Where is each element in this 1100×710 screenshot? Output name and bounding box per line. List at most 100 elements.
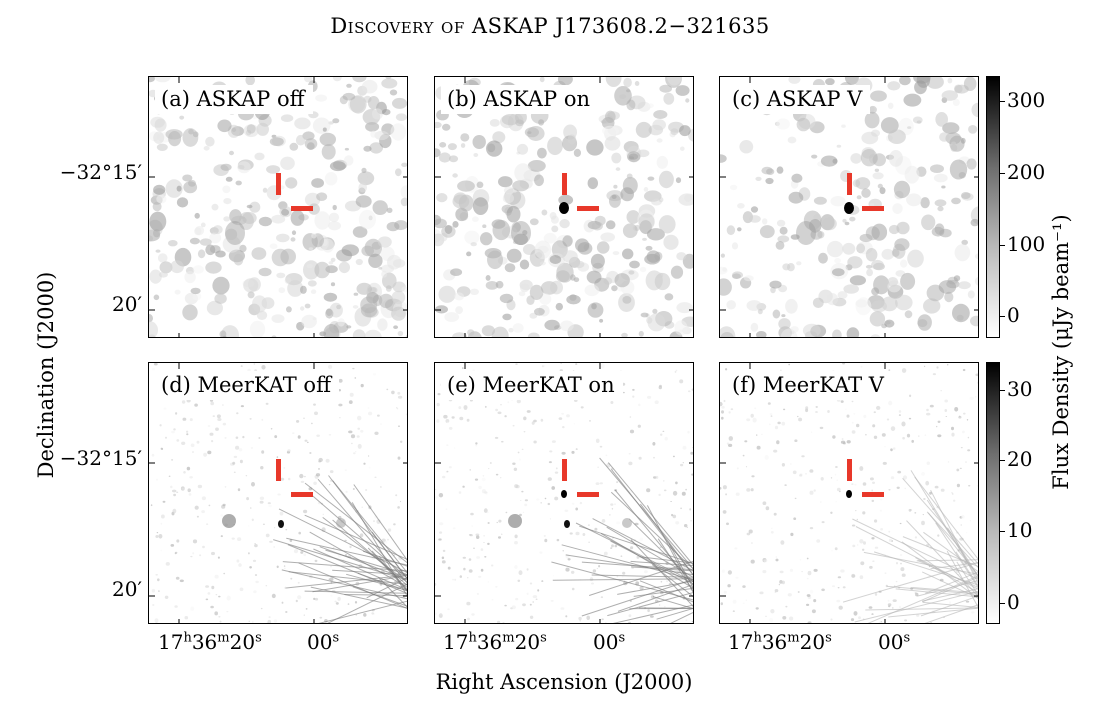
noise-blob — [874, 519, 878, 523]
panel-image — [720, 363, 978, 623]
noise-blob — [303, 509, 308, 514]
noise-blob — [589, 420, 591, 422]
noise-blob — [742, 602, 745, 604]
noise-blob — [587, 302, 604, 318]
noise-blob — [442, 549, 446, 552]
noise-blob — [330, 566, 332, 568]
noise-blob — [276, 272, 286, 279]
noise-blob — [283, 565, 286, 567]
noise-blob — [390, 123, 407, 141]
noise-blob — [445, 471, 447, 473]
noise-blob — [969, 520, 971, 522]
noise-blob — [278, 287, 286, 294]
noise-blob — [851, 430, 856, 434]
noise-blob — [294, 117, 311, 130]
noise-blob — [620, 555, 623, 557]
noise-blob — [731, 271, 744, 279]
noise-blob — [448, 426, 453, 430]
extended-source — [222, 514, 236, 528]
noise-blob — [968, 484, 971, 487]
noise-blob — [261, 365, 266, 370]
noise-blob — [781, 314, 786, 318]
noise-blob — [285, 529, 288, 531]
noise-blob — [438, 493, 444, 498]
noise-blob — [880, 117, 899, 134]
noise-blob — [840, 400, 844, 403]
noise-blob — [251, 247, 267, 260]
noise-blob — [859, 575, 864, 580]
noise-blob — [750, 322, 759, 332]
noise-blob — [947, 363, 949, 366]
sidelobe-streak — [371, 531, 407, 580]
noise-blob — [253, 590, 257, 594]
noise-blob — [517, 579, 521, 582]
noise-blob — [533, 419, 537, 423]
noise-blob — [389, 89, 398, 96]
noise-blob — [769, 413, 773, 416]
noise-blob — [503, 186, 515, 195]
noise-blob — [279, 511, 284, 516]
noise-blob — [176, 439, 180, 442]
noise-blob — [966, 419, 969, 421]
noise-blob — [759, 225, 775, 239]
noise-blob — [629, 260, 640, 269]
noise-blob — [462, 485, 465, 488]
noise-blob — [537, 589, 540, 592]
noise-blob — [849, 216, 856, 222]
noise-blob — [306, 263, 313, 269]
noise-blob — [926, 412, 931, 416]
noise-blob — [192, 539, 198, 544]
noise-blob — [522, 511, 525, 513]
noise-blob — [879, 498, 883, 501]
noise-blob — [564, 509, 569, 512]
noise-blob — [451, 416, 455, 419]
noise-blob — [969, 396, 974, 400]
noise-blob — [397, 330, 404, 337]
noise-blob — [782, 263, 791, 271]
noise-blob — [281, 209, 290, 216]
noise-blob — [901, 368, 907, 373]
noise-blob — [361, 167, 367, 173]
noise-blob — [313, 597, 316, 600]
noise-blob — [842, 218, 847, 223]
noise-blob — [756, 445, 761, 450]
noise-blob — [788, 191, 804, 204]
noise-blob — [346, 83, 352, 88]
noise-blob — [959, 467, 962, 470]
noise-blob — [549, 450, 553, 453]
noise-blob — [380, 423, 382, 425]
noise-blob — [253, 363, 256, 365]
noise-blob — [516, 143, 529, 155]
noise-blob — [507, 401, 510, 404]
noise-blob — [961, 239, 968, 245]
noise-blob — [249, 418, 252, 420]
noise-blob — [664, 606, 666, 608]
ra-seconds-unit: s — [255, 630, 262, 646]
noise-blob — [599, 318, 604, 323]
noise-blob — [269, 540, 273, 543]
sidelobe-streak — [287, 544, 407, 594]
noise-blob — [777, 421, 781, 425]
noise-blob — [780, 369, 782, 372]
noise-blob — [796, 261, 802, 266]
noise-blob — [872, 560, 875, 562]
noise-blob — [520, 500, 522, 501]
noise-blob — [165, 129, 183, 140]
noise-blob — [179, 115, 185, 120]
noise-blob — [947, 77, 953, 84]
noise-blob — [442, 123, 451, 131]
noise-blob — [176, 491, 179, 493]
noise-blob — [540, 502, 542, 504]
noise-blob — [435, 612, 437, 615]
noise-blob — [771, 527, 773, 529]
noise-blob — [791, 173, 803, 183]
noise-blob — [369, 142, 383, 154]
noise-blob — [911, 439, 914, 443]
noise-blob — [611, 285, 618, 292]
noise-blob — [871, 613, 874, 615]
noise-blob — [533, 440, 537, 444]
noise-blob — [684, 524, 688, 528]
noise-blob — [873, 435, 878, 439]
noise-blob — [188, 493, 192, 496]
ra-minutes-unit: m — [217, 630, 230, 646]
